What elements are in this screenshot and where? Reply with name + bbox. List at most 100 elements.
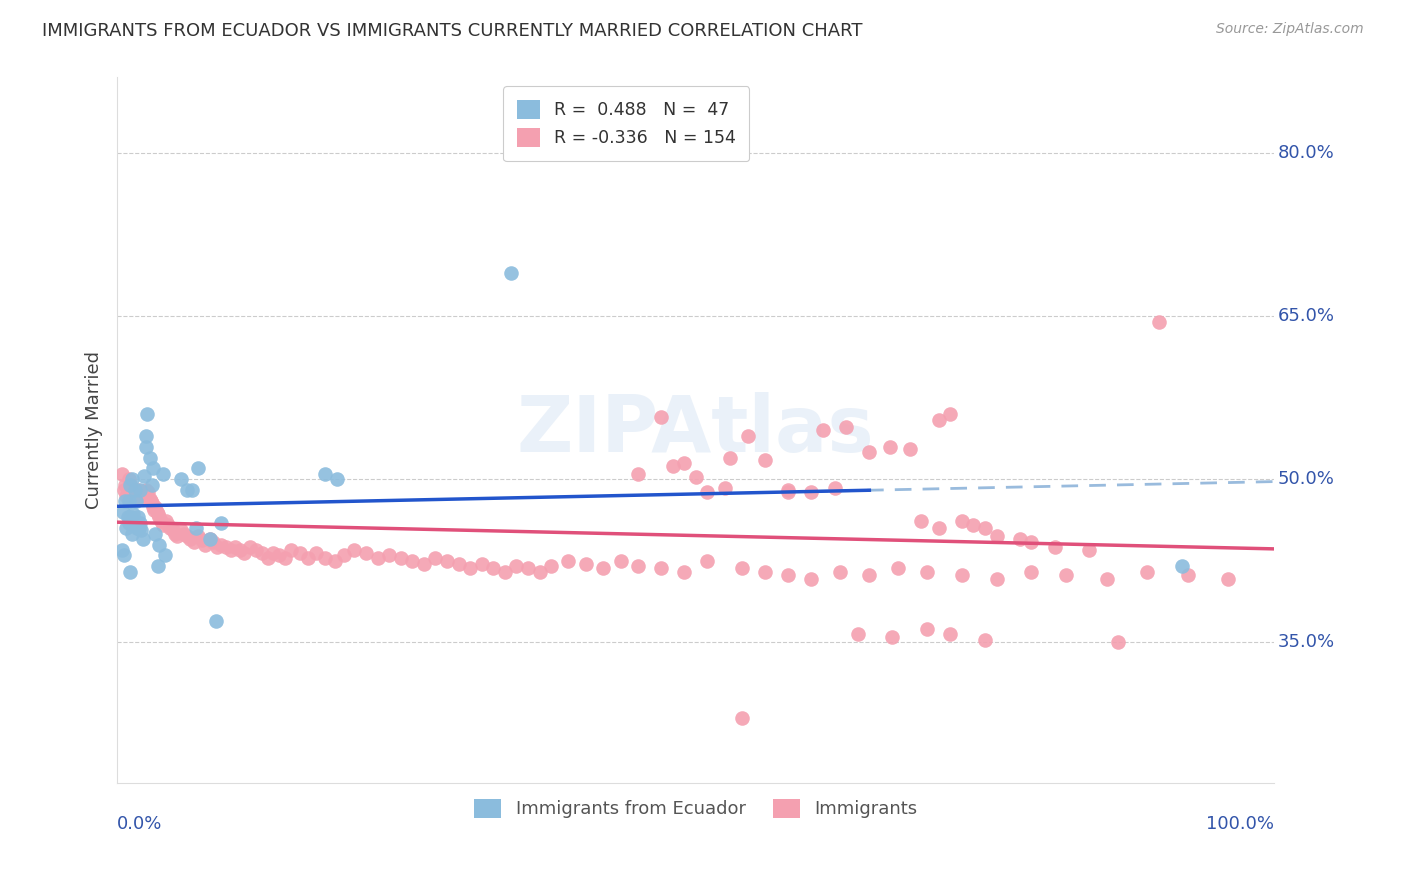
Point [135,429,157,443]
Point [198,532,221,546]
Point [152,467,174,481]
Point [111,543,134,558]
Point [125,485,148,500]
Point [145,505,167,519]
Point [939,407,962,421]
Point [118,477,141,491]
Point [458,561,481,575]
Point [250,546,273,560]
Point [288,546,311,560]
Point [333,549,356,563]
Point [143,502,166,516]
Point [148,510,170,524]
Point [148,537,170,551]
Point [811,424,834,438]
Point [778,483,800,498]
Point [986,572,1008,586]
Point [129,485,152,500]
Point [166,529,188,543]
Point [120,510,142,524]
Point [117,483,139,498]
Point [224,540,246,554]
Point [326,472,349,486]
Point [447,557,470,571]
Point [898,442,921,456]
Point [233,546,256,560]
Point [239,540,262,554]
Point [173,526,195,541]
Point [145,500,167,514]
Point [754,565,776,579]
Point [1043,540,1066,554]
Point [112,483,135,498]
Point [1095,572,1118,586]
Point [499,266,522,280]
Point [471,557,494,571]
Point [229,543,252,558]
Point [696,554,718,568]
Point [179,532,201,546]
Point [118,565,141,579]
Point [1147,315,1170,329]
Point [121,481,143,495]
Point [436,554,458,568]
Point [215,540,238,554]
Point [128,491,150,506]
Point [910,514,932,528]
Point [673,565,696,579]
Point [928,412,950,426]
Point [176,529,198,543]
Point [139,494,162,508]
Point [129,483,152,498]
Point [115,489,138,503]
Point [204,614,226,628]
Point [129,516,152,530]
Point [835,420,858,434]
Point [627,467,650,481]
Point [280,543,302,558]
Point [183,535,205,549]
Text: 65.0%: 65.0% [1278,308,1334,326]
Point [145,526,167,541]
Point [800,572,823,586]
Point [120,485,142,500]
Point [134,485,156,500]
Point [121,526,143,541]
Point [118,494,141,508]
Point [685,470,707,484]
Point [879,440,901,454]
Point [731,561,754,575]
Point [118,516,141,530]
Point [974,521,997,535]
Point [165,526,187,541]
Point [778,485,800,500]
Point [425,550,447,565]
Point [245,543,267,558]
Point [962,518,984,533]
Point [141,496,163,510]
Point [131,524,153,538]
Point [205,540,228,554]
Point [122,489,145,503]
Text: 35.0%: 35.0% [1278,633,1334,651]
Point [138,491,160,506]
Point [314,467,336,481]
Point [124,483,146,498]
Point [482,561,505,575]
Point [150,514,173,528]
Point [824,481,846,495]
Point [517,561,540,575]
Legend: Immigrants from Ecuador, Immigrants: Immigrants from Ecuador, Immigrants [465,789,927,828]
Y-axis label: Currently Married: Currently Married [86,351,103,509]
Point [830,565,852,579]
Point [1177,568,1199,582]
Point [122,507,145,521]
Point [111,505,134,519]
Point [1078,543,1101,558]
Point [121,472,143,486]
Point [256,550,278,565]
Point [112,549,135,563]
Point [575,557,598,571]
Point [132,469,155,483]
Point [778,568,800,582]
